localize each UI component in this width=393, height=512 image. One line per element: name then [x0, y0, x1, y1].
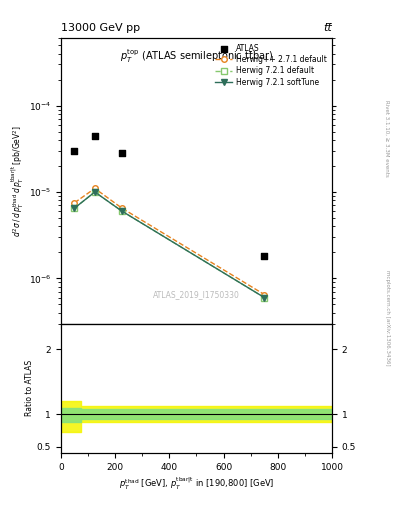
Line: Herwig 7.2.1 softTune: Herwig 7.2.1 softTune — [72, 189, 267, 301]
Text: $p_T^{\mathrm{top}}$ (ATLAS semileptonic tt̄bar): $p_T^{\mathrm{top}}$ (ATLAS semileptonic… — [120, 47, 273, 65]
Herwig 7.2.1 softTune — [119, 208, 124, 214]
Herwig++ 2.7.1 default — [92, 185, 97, 191]
Herwig 7.2.1 softTune — [92, 189, 97, 195]
Text: Rivet 3.1.10, ≥ 3.3M events: Rivet 3.1.10, ≥ 3.3M events — [385, 100, 389, 177]
Herwig 7.2.1 default — [262, 294, 266, 301]
Text: tt̅: tt̅ — [323, 23, 332, 33]
Herwig++ 2.7.1 default — [119, 205, 124, 211]
Herwig 7.2.1 default — [119, 208, 124, 214]
Herwig 7.2.1 softTune — [262, 294, 266, 301]
Herwig 7.2.1 softTune — [72, 205, 77, 211]
Herwig++ 2.7.1 default — [262, 291, 266, 297]
Line: Herwig++ 2.7.1 default: Herwig++ 2.7.1 default — [72, 186, 267, 297]
ATLAS — [119, 150, 125, 158]
ATLAS — [92, 132, 98, 140]
Y-axis label: Ratio to ATLAS: Ratio to ATLAS — [25, 360, 34, 416]
Line: Herwig 7.2.1 default: Herwig 7.2.1 default — [72, 189, 267, 301]
Herwig++ 2.7.1 default — [72, 200, 77, 206]
ATLAS — [72, 146, 78, 155]
ATLAS — [261, 252, 267, 261]
X-axis label: $p_T^{\mathrm{thad}}$ [GeV], $p_T^{\mathrm{tbar|t}}$ in [190,800] [GeV]: $p_T^{\mathrm{thad}}$ [GeV], $p_T^{\math… — [119, 476, 274, 492]
Text: 13000 GeV pp: 13000 GeV pp — [61, 23, 140, 33]
Text: mcplots.cern.ch [arXiv:1306.3436]: mcplots.cern.ch [arXiv:1306.3436] — [385, 270, 389, 365]
Y-axis label: $d^2\sigma\,/\,d\,p_T^{\mathrm{thad}}\,d\,p_T^{\mathrm{tbar|t}}$ [pb/GeV$^2$]: $d^2\sigma\,/\,d\,p_T^{\mathrm{thad}}\,d… — [10, 125, 26, 237]
Text: ATLAS_2019_I1750330: ATLAS_2019_I1750330 — [153, 290, 240, 300]
Herwig 7.2.1 default — [72, 205, 77, 211]
Herwig 7.2.1 default — [92, 189, 97, 195]
Legend: ATLAS, Herwig++ 2.7.1 default, Herwig 7.2.1 default, Herwig 7.2.1 softTune: ATLAS, Herwig++ 2.7.1 default, Herwig 7.… — [214, 42, 328, 88]
